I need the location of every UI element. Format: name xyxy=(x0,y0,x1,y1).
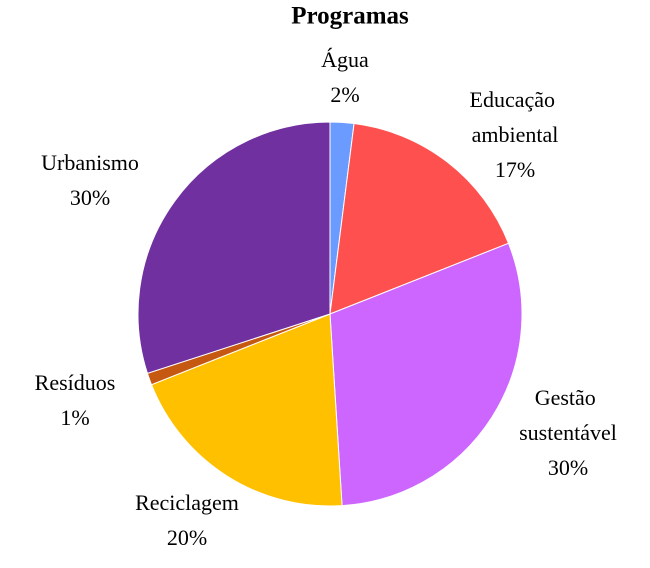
value-label: 2% xyxy=(330,82,359,107)
value-label: 1% xyxy=(60,405,89,430)
value-label: 30% xyxy=(548,455,588,480)
slice-label: Educação ambiental xyxy=(470,87,561,147)
chart-title: Programas xyxy=(291,3,409,30)
pie-slice xyxy=(150,313,343,507)
pie-slice xyxy=(329,122,510,315)
value-label: 17% xyxy=(495,157,535,182)
pie-slice xyxy=(329,242,523,507)
pie-slice xyxy=(137,121,331,374)
slice-label: Gestão sustentável xyxy=(519,385,617,445)
slice-label: Urbanismo xyxy=(41,150,139,175)
slice-label: Reciclagem xyxy=(135,490,239,515)
slice-label: Resíduos xyxy=(35,370,116,395)
value-label: 30% xyxy=(70,185,110,210)
value-label: 20% xyxy=(167,525,207,550)
slice-label: Água xyxy=(321,47,369,72)
